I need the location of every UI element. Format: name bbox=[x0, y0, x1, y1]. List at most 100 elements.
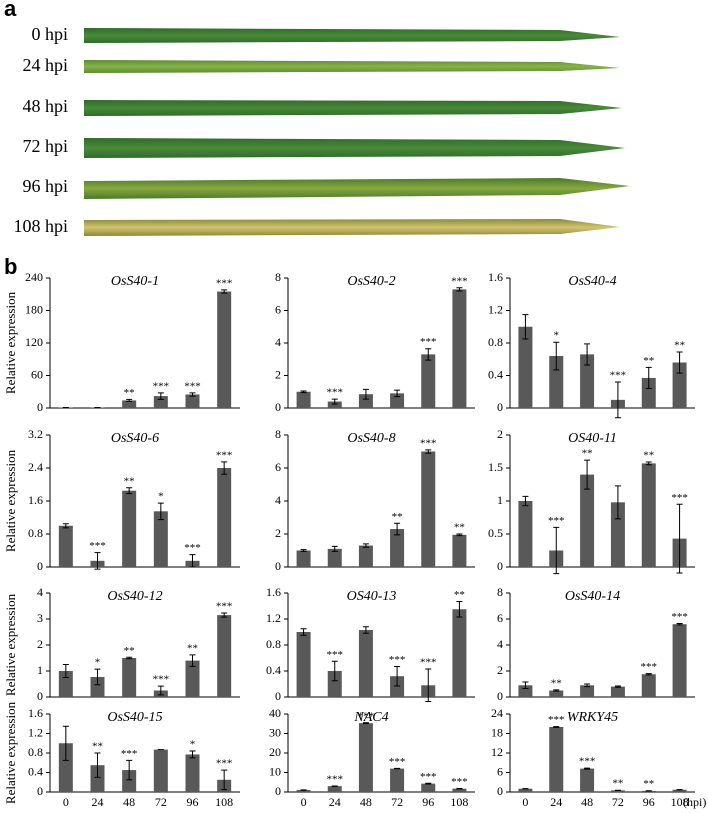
error-bar bbox=[676, 503, 683, 574]
y-tick-label: 24 bbox=[491, 706, 503, 720]
y-axis-label: Relative expression bbox=[3, 701, 18, 804]
chart-title: OsS40-4 bbox=[568, 274, 616, 289]
significance: ** bbox=[92, 741, 103, 753]
y-tick-label: 0.8 bbox=[28, 526, 43, 540]
bar bbox=[217, 291, 232, 408]
y-axis-label: Relative expression bbox=[3, 449, 18, 552]
error-bar bbox=[157, 392, 164, 400]
x-tick-label: 0 bbox=[63, 795, 69, 809]
bar bbox=[452, 788, 467, 792]
y-tick-label: 18 bbox=[491, 725, 503, 739]
significance: ** bbox=[674, 339, 685, 351]
x-tick-label: 96 bbox=[187, 795, 199, 809]
bar bbox=[296, 790, 311, 792]
error-bar bbox=[553, 341, 560, 371]
y-tick-label: 1.2 bbox=[488, 302, 503, 316]
significance: ** bbox=[643, 450, 654, 462]
y-tick-label: 0 bbox=[37, 400, 43, 414]
x-tick-label: 72 bbox=[612, 795, 624, 809]
bar bbox=[641, 377, 656, 408]
x-tick-label: 108 bbox=[215, 795, 233, 809]
bar bbox=[641, 463, 656, 567]
y-tick-label: 0 bbox=[37, 784, 43, 798]
x-tick-label: 24 bbox=[92, 795, 104, 809]
error-bar bbox=[425, 348, 432, 361]
bar bbox=[358, 630, 373, 697]
y-tick-label: 240 bbox=[25, 270, 43, 284]
error-bar bbox=[300, 628, 307, 636]
y-tick-label: 0.4 bbox=[488, 367, 503, 381]
y-tick-label: 0 bbox=[37, 559, 43, 573]
y-tick-label: 0.4 bbox=[266, 663, 281, 677]
significance: ** bbox=[124, 645, 135, 657]
error-bar bbox=[62, 725, 69, 761]
y-tick-label: 20 bbox=[269, 745, 281, 759]
y-tick-label: 0.8 bbox=[488, 335, 503, 349]
x-tick-label: 0 bbox=[301, 795, 307, 809]
bar bbox=[390, 393, 405, 408]
bar bbox=[610, 502, 625, 567]
error-bar bbox=[331, 398, 338, 405]
bar bbox=[327, 401, 342, 408]
chart-title: OsS40-1 bbox=[111, 274, 159, 289]
bar bbox=[358, 545, 373, 567]
y-tick-label: 0 bbox=[275, 559, 281, 573]
y-tick-label: 6 bbox=[275, 302, 281, 316]
bar bbox=[580, 685, 595, 697]
y-tick-label: 1.6 bbox=[488, 270, 503, 284]
y-tick-label: 180 bbox=[25, 302, 43, 316]
bar bbox=[153, 749, 168, 792]
significance: ** bbox=[124, 475, 135, 487]
bar bbox=[185, 754, 200, 792]
bar bbox=[122, 400, 137, 408]
leaf bbox=[84, 100, 622, 116]
y-tick-label: 6 bbox=[497, 764, 503, 778]
error-bar bbox=[189, 392, 196, 397]
bar bbox=[549, 727, 564, 792]
y-tick-label: 8 bbox=[275, 427, 281, 441]
error-bar bbox=[221, 769, 228, 791]
error-bar bbox=[126, 759, 133, 781]
y-tick-label: 0.8 bbox=[266, 637, 281, 651]
error-bar bbox=[394, 389, 401, 398]
bar bbox=[672, 789, 687, 792]
error-bar bbox=[362, 543, 369, 548]
bar bbox=[217, 615, 232, 697]
error-bar bbox=[221, 289, 228, 294]
bar bbox=[610, 686, 625, 697]
y-tick-label: 2 bbox=[37, 637, 43, 651]
bar bbox=[90, 765, 105, 792]
error-bar bbox=[157, 502, 164, 521]
significance: *** bbox=[451, 275, 468, 287]
leaf-label: 48 hpi bbox=[22, 96, 68, 116]
significance: *** bbox=[216, 601, 233, 613]
y-tick-label: 2 bbox=[497, 663, 503, 677]
bar bbox=[217, 468, 232, 567]
x-tick-label: 96 bbox=[643, 795, 655, 809]
error-bar bbox=[94, 552, 101, 570]
chart-title: NAC4 bbox=[353, 710, 388, 725]
error-bar bbox=[362, 626, 369, 634]
error-bar bbox=[189, 554, 196, 568]
y-tick-label: 8 bbox=[275, 270, 281, 284]
bar bbox=[452, 289, 467, 408]
error-bar bbox=[362, 388, 369, 400]
y-tick-label: 30 bbox=[269, 725, 281, 739]
bar bbox=[185, 660, 200, 697]
significance: *** bbox=[216, 277, 233, 289]
bar bbox=[58, 671, 73, 697]
chart-title: OsS40-12 bbox=[107, 589, 162, 604]
error-bar bbox=[645, 673, 652, 676]
error-bar bbox=[62, 664, 69, 678]
y-tick-label: 4 bbox=[497, 637, 503, 651]
error-bar bbox=[331, 545, 338, 552]
error-bar bbox=[676, 351, 683, 374]
significance: *** bbox=[641, 661, 658, 673]
significance: *** bbox=[420, 437, 437, 449]
bar bbox=[518, 685, 533, 697]
error-bar bbox=[126, 656, 133, 660]
y-tick-label: 1.6 bbox=[266, 585, 281, 599]
leaf-label: 24 hpi bbox=[22, 55, 68, 75]
significance: ** bbox=[643, 778, 654, 790]
bar bbox=[421, 451, 436, 567]
